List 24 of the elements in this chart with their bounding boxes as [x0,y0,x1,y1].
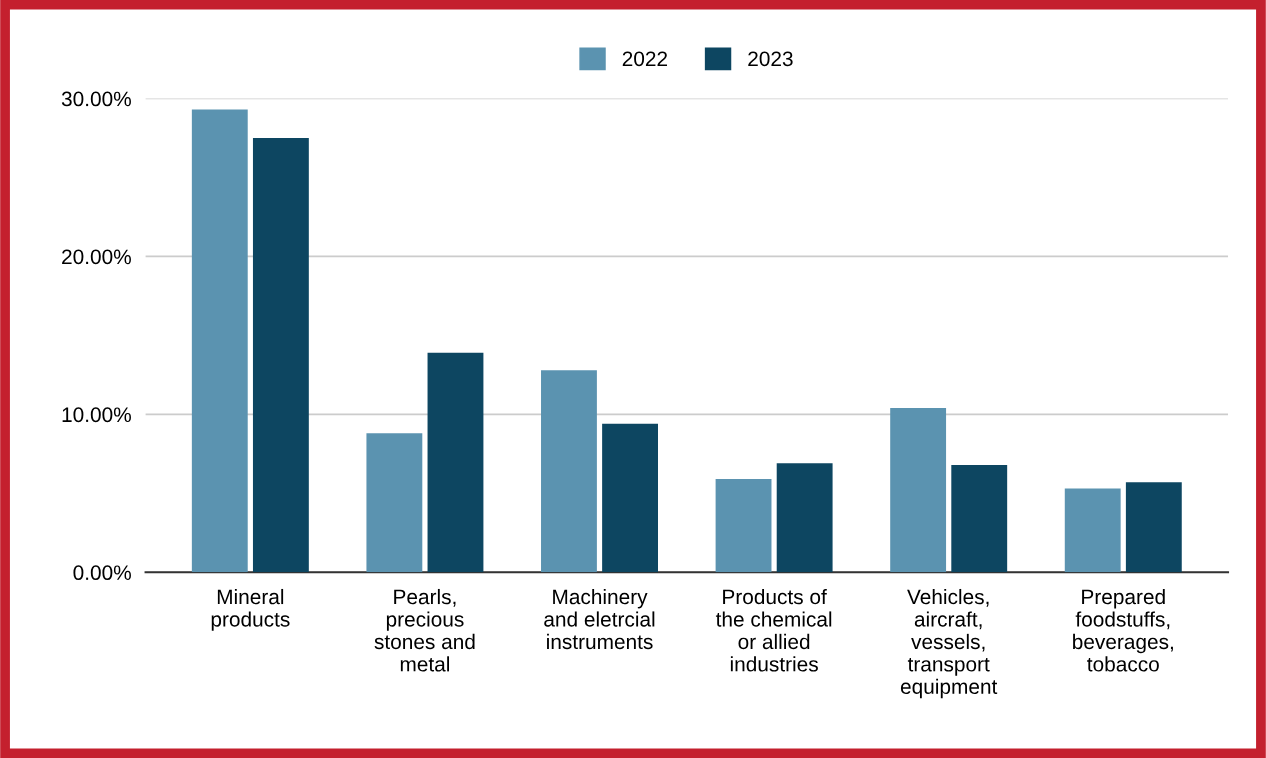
bar [715,479,772,573]
y-tick-label: 10.00% [62,407,131,423]
x-tick-label: Pearls, precious stones and metal [374,588,475,672]
bar [191,109,248,573]
x-tick-label: Machinery and eletrcial instruments [544,588,655,650]
x-tick-label: Mineral products [211,588,290,631]
bar [366,433,423,573]
bar [776,463,833,573]
bar [1125,482,1182,573]
bar [252,138,309,573]
legend-label: 2022 [622,51,668,67]
y-tick-label: 30.00% [61,91,131,107]
bar [1064,488,1121,573]
bar [890,408,947,573]
y-tick-label: 20.00% [62,249,131,265]
bar [427,352,484,573]
x-tick-label: Prepared foodstuffs, beverages, tobacco [1073,588,1173,672]
bar [951,464,1008,573]
x-tick-label: Vehicles, aircraft, vessels, transport equipment [900,588,998,699]
bar [602,423,658,573]
legend-label: 2023 [748,51,793,67]
bar [541,370,597,573]
x-tick-label: Products of the chemical or allied industries [715,588,832,672]
y-tick-label: 0.00% [73,565,131,581]
